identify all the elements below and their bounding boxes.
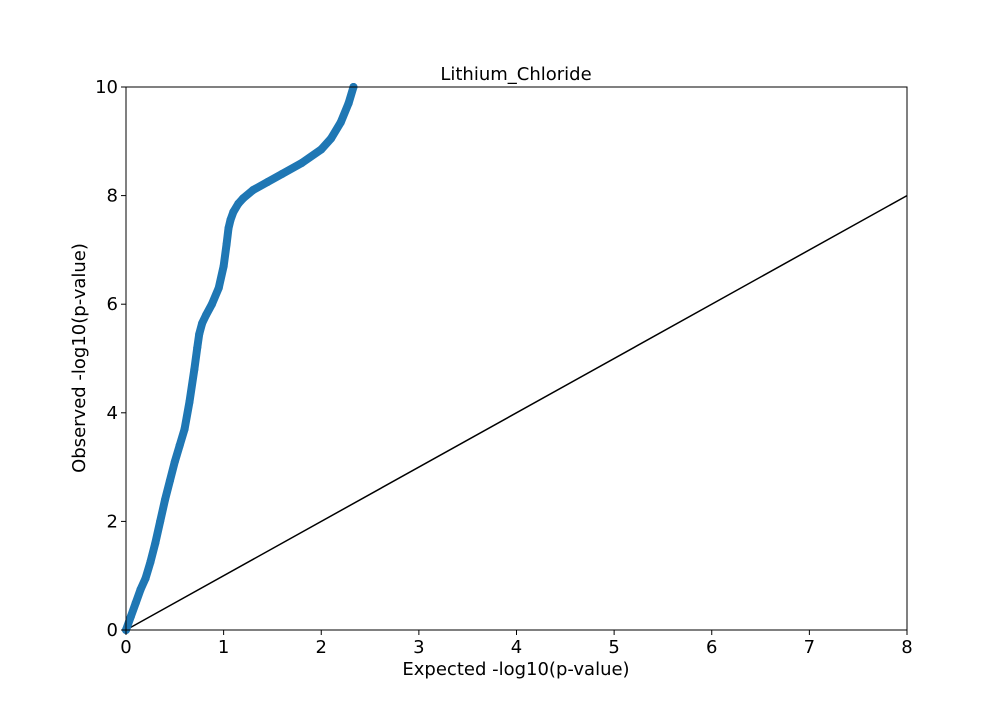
reference-line bbox=[125, 194, 908, 631]
y-axis-label: Observed -log10(p-value) bbox=[69, 243, 90, 473]
marks-layer bbox=[122, 83, 908, 634]
data-point bbox=[175, 441, 184, 450]
y-tick-label: 4 bbox=[107, 403, 118, 424]
data-point bbox=[193, 343, 202, 352]
data-point bbox=[263, 178, 272, 187]
data-point bbox=[239, 194, 248, 203]
data-point bbox=[278, 169, 287, 178]
x-tick-label: 5 bbox=[608, 637, 619, 658]
data-point bbox=[344, 99, 353, 108]
data-point bbox=[185, 397, 194, 406]
chart-title: Lithium_Chloride bbox=[440, 64, 591, 85]
x-tick-label: 0 bbox=[120, 637, 131, 658]
x-tick-label: 6 bbox=[706, 637, 717, 658]
y-tick-label: 8 bbox=[107, 186, 118, 207]
data-point bbox=[248, 186, 257, 195]
data-point bbox=[180, 425, 189, 434]
x-tick-label: 8 bbox=[901, 637, 912, 658]
data-point bbox=[229, 207, 238, 216]
x-tick-label: 4 bbox=[511, 637, 522, 658]
data-point bbox=[219, 262, 228, 271]
data-point bbox=[190, 365, 199, 374]
data-point bbox=[327, 134, 336, 143]
x-tick-label: 7 bbox=[804, 637, 815, 658]
y-tick-label: 10 bbox=[95, 77, 118, 98]
data-point bbox=[226, 216, 235, 225]
observed-series-band bbox=[122, 83, 358, 634]
data-point bbox=[156, 517, 165, 526]
data-point bbox=[198, 319, 207, 328]
y-tick-label: 0 bbox=[107, 620, 118, 641]
data-point bbox=[297, 159, 306, 168]
data-point bbox=[336, 118, 345, 127]
data-point bbox=[165, 476, 174, 485]
data-point bbox=[202, 311, 211, 320]
data-point bbox=[224, 224, 233, 233]
data-point bbox=[136, 585, 145, 594]
data-point bbox=[234, 199, 243, 208]
data-point bbox=[141, 574, 150, 583]
data-point bbox=[207, 300, 216, 309]
y-tick-label: 2 bbox=[107, 511, 118, 532]
data-point bbox=[151, 539, 160, 548]
plot-frame bbox=[125, 86, 908, 631]
data-point bbox=[214, 283, 223, 292]
x-tick-label: 3 bbox=[413, 637, 424, 658]
data-point bbox=[161, 495, 170, 504]
data-point bbox=[131, 598, 140, 607]
x-axis-label: Expected -log10(p-value) bbox=[402, 659, 629, 680]
data-point bbox=[170, 457, 179, 466]
data-point bbox=[317, 145, 326, 154]
data-point bbox=[146, 558, 155, 567]
ticks-layer: 0 1 2 3 4 5 6 7 8 0 2 4 6 8 10 bbox=[95, 77, 913, 658]
data-point bbox=[222, 240, 231, 249]
x-tick-label: 1 bbox=[218, 637, 229, 658]
x-tick-label: 2 bbox=[316, 637, 327, 658]
data-point bbox=[195, 330, 204, 339]
y-tick-label: 6 bbox=[107, 294, 118, 315]
data-point bbox=[126, 612, 135, 621]
